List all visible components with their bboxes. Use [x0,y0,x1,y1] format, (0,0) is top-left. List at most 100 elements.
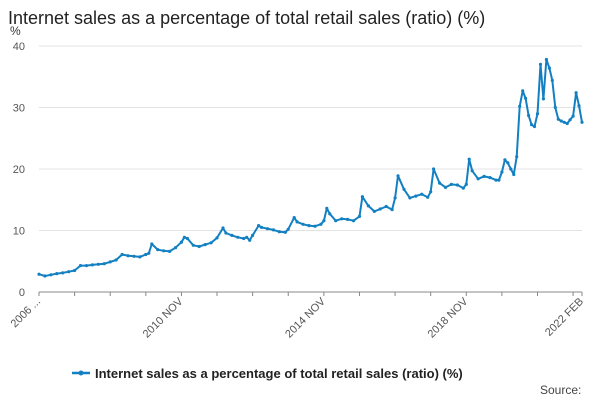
data-point[interactable] [197,244,201,249]
data-point[interactable] [488,176,492,180]
data-point[interactable] [577,104,581,108]
data-point[interactable] [530,123,534,127]
data-point[interactable] [426,195,430,199]
data-point[interactable] [565,121,569,126]
data-point[interactable] [550,78,554,82]
data-point[interactable] [494,178,498,182]
data-point[interactable] [515,155,519,159]
data-point[interactable] [126,254,130,258]
data-point[interactable] [319,222,323,226]
data-point[interactable] [61,271,65,275]
data-point[interactable] [340,217,344,221]
data-point[interactable] [49,273,53,277]
data-point[interactable] [221,226,225,230]
data-point[interactable] [114,258,118,262]
data-point[interactable] [562,120,566,124]
data-point[interactable] [559,119,563,123]
data-point[interactable] [215,236,219,240]
data-point[interactable] [408,196,412,200]
data-point[interactable] [527,113,531,118]
data-point[interactable] [132,254,136,258]
data-point[interactable] [295,220,299,224]
data-point[interactable] [248,238,252,242]
data-point[interactable] [283,230,287,234]
data-point[interactable] [396,174,400,178]
data-point[interactable] [292,216,296,220]
data-point[interactable] [236,235,240,239]
data-point[interactable] [73,268,77,273]
data-point[interactable] [257,224,261,228]
data-point[interactable] [420,192,424,196]
data-point[interactable] [351,219,356,223]
data-point[interactable] [84,264,89,268]
legend[interactable]: Internet sales as a percentage of total … [72,366,463,381]
data-point[interactable] [150,242,154,246]
data-point[interactable] [242,236,246,241]
data-point[interactable] [390,208,394,212]
data-point[interactable] [414,194,418,198]
data-point[interactable] [500,170,504,174]
data-point[interactable] [509,167,513,171]
data-point[interactable] [307,224,311,228]
data-point[interactable] [209,241,213,245]
data-point[interactable] [286,227,290,231]
data-point[interactable] [568,118,572,122]
data-point[interactable] [245,235,249,239]
data-point[interactable] [372,209,376,213]
data-point[interactable] [455,183,459,187]
data-point[interactable] [556,117,560,121]
data-point[interactable] [467,157,471,161]
data-point[interactable] [55,272,59,276]
data-point[interactable] [90,263,94,267]
data-point[interactable] [230,233,234,237]
data-point[interactable] [271,228,275,232]
data-point[interactable] [470,169,474,173]
data-point[interactable] [521,89,525,93]
data-point[interactable] [182,235,186,239]
data-point[interactable] [357,214,362,218]
data-point[interactable] [277,230,281,234]
data-point[interactable] [108,260,112,264]
data-point[interactable] [580,120,584,124]
data-point[interactable] [574,91,578,95]
data-point[interactable] [78,264,83,268]
data-point[interactable] [168,249,172,253]
data-point[interactable] [449,182,453,186]
data-point[interactable] [259,225,264,229]
data-point[interactable] [476,177,480,181]
data-point[interactable] [328,212,332,216]
data-point[interactable] [147,251,151,255]
data-point[interactable] [301,222,305,226]
data-point[interactable] [251,233,255,237]
data-point[interactable] [346,217,350,221]
data-point[interactable] [185,236,189,241]
data-point[interactable] [265,227,270,231]
data-point[interactable] [432,167,436,171]
data-point[interactable] [102,262,106,266]
data-point[interactable] [191,243,195,247]
data-point[interactable] [538,62,543,66]
data-point[interactable] [67,270,71,274]
data-point[interactable] [120,252,124,257]
data-point[interactable] [313,224,317,228]
data-point[interactable] [334,219,338,223]
data-point[interactable] [37,272,41,276]
data-point[interactable] [360,195,364,199]
data-point[interactable] [571,114,575,118]
data-point[interactable] [144,252,148,257]
data-point[interactable] [532,125,537,129]
data-point[interactable] [524,96,528,100]
data-point[interactable] [378,207,382,211]
data-point[interactable] [179,240,183,244]
data-point[interactable] [429,190,433,194]
data-point[interactable] [203,243,207,247]
data-point[interactable] [96,262,100,266]
data-point[interactable] [541,97,546,101]
data-point[interactable] [224,231,228,235]
data-point[interactable] [512,172,516,177]
data-point[interactable] [162,249,166,253]
data-point[interactable] [138,255,142,259]
data-point[interactable] [544,57,549,62]
data-point[interactable] [402,187,406,191]
data-point[interactable] [464,182,468,186]
